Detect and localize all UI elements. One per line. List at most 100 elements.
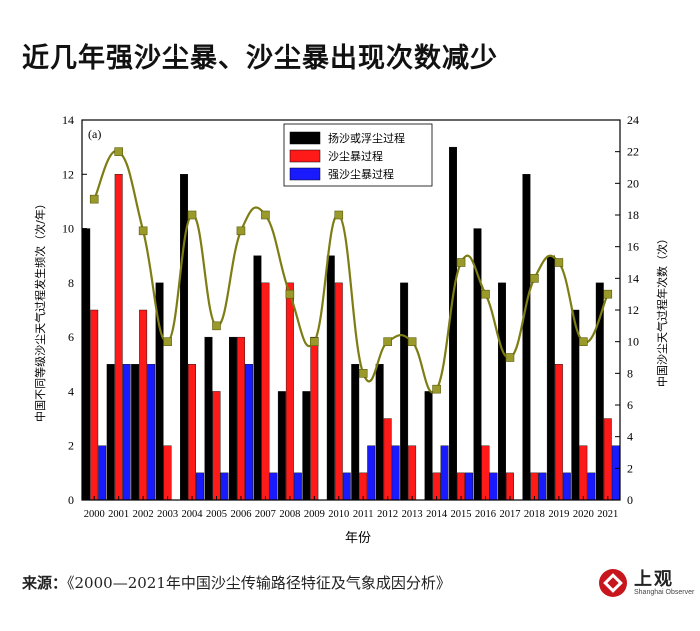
bar-2006-s2 xyxy=(245,364,253,501)
x-tick-label-2019: 2019 xyxy=(548,509,569,520)
bar-2001-s0 xyxy=(106,364,115,501)
bar-2005-s0 xyxy=(204,336,213,501)
headline: 近几年强沙尘暴、沙尘暴出现次数减少 xyxy=(22,43,498,74)
bar-2007-s1 xyxy=(261,282,270,501)
legend-swatch-1 xyxy=(289,149,321,163)
line-point-2019 xyxy=(554,258,564,267)
logo-icon xyxy=(599,569,627,597)
bar-2018-s0 xyxy=(522,174,531,501)
source-label: 来源： xyxy=(22,574,68,592)
y-axis-left-label: 中国不同等级沙尘天气过程发生频次（次/年） xyxy=(33,198,47,422)
bar-2001-s2 xyxy=(122,364,131,501)
x-tick-label-2017: 2017 xyxy=(499,509,520,520)
logo-name: 上观 xyxy=(634,569,674,590)
bar-2011-s0 xyxy=(351,364,360,501)
bar-2020-s2 xyxy=(587,472,596,501)
y-left-tick-label: 2 xyxy=(68,439,74,453)
x-tick-label-2002: 2002 xyxy=(133,509,154,520)
bar-2010-s1 xyxy=(334,282,343,501)
x-tick-label-2004: 2004 xyxy=(182,509,204,520)
line-point-2018 xyxy=(530,274,539,283)
bar-2000-s1 xyxy=(90,309,99,501)
bar-2015-s1 xyxy=(457,472,465,501)
bar-2021-s1 xyxy=(603,418,612,501)
y-right-tick-label: 12 xyxy=(627,303,639,317)
line-point-2007 xyxy=(261,210,270,220)
bar-2004-s1 xyxy=(188,364,196,501)
x-tick-label-2012: 2012 xyxy=(377,509,398,520)
x-tick-label-2020: 2020 xyxy=(573,509,594,520)
x-tick-label-2018: 2018 xyxy=(524,509,545,520)
x-tick-label-2000: 2000 xyxy=(84,509,105,520)
line-point-2002 xyxy=(138,226,148,236)
source-text: 《2000—2021年中国沙尘传输路径特征及气象成因分析》 xyxy=(67,574,451,592)
bar-2019-s0 xyxy=(546,255,555,501)
bar-2002-s1 xyxy=(139,309,148,501)
bar-2015-s0 xyxy=(449,146,457,501)
logo: 上观 Shanghai Observer xyxy=(598,565,694,605)
bar-2004-s2 xyxy=(196,472,204,501)
line-series xyxy=(93,150,609,394)
bar-2012-s2 xyxy=(391,445,400,501)
bar-2013-s1 xyxy=(408,445,417,501)
bar-2018-s2 xyxy=(538,472,547,501)
y-right-tick-label: 6 xyxy=(627,398,633,412)
y-left-tick-label: 12 xyxy=(62,167,74,181)
bar-2014-s0 xyxy=(424,391,433,501)
x-tick-label-2003: 2003 xyxy=(157,509,178,520)
bar-2002-s2 xyxy=(147,364,156,501)
bar-2012-s1 xyxy=(383,418,392,501)
bar-2013-s0 xyxy=(400,282,409,501)
y-right-tick-label: 2 xyxy=(627,461,633,475)
line-point-2020 xyxy=(579,337,588,346)
y-right-tick-label: 24 xyxy=(627,113,639,127)
bar-2000-s0 xyxy=(82,228,91,501)
line-point-2004 xyxy=(187,210,197,220)
bar-2016-s1 xyxy=(481,445,490,501)
x-tick-label-2014: 2014 xyxy=(426,509,448,520)
bar-2017-s0 xyxy=(498,282,506,501)
y-left-tick-label: 10 xyxy=(62,222,74,236)
y-left-tick-label: 14 xyxy=(62,113,74,127)
line-point-2015 xyxy=(456,258,466,267)
x-tick-label-2006: 2006 xyxy=(230,509,251,520)
bar-2019-s1 xyxy=(554,364,563,501)
bar-2006-s1 xyxy=(237,336,245,501)
line-point-2014 xyxy=(432,384,441,394)
bar-2019-s2 xyxy=(562,472,571,501)
x-tick-label-2013: 2013 xyxy=(402,509,423,520)
line-point-2000 xyxy=(89,194,99,204)
bar-2004-s0 xyxy=(180,174,188,501)
bar-2021-s2 xyxy=(611,445,620,501)
y-axis-right-label: 中国沙尘天气过程年次数（次） xyxy=(655,233,669,387)
bar-2012-s0 xyxy=(375,364,384,501)
x-tick-label-2001: 2001 xyxy=(108,509,129,520)
y-left-tick-label: 6 xyxy=(68,330,74,344)
source-line: 来源：《2000—2021年中国沙尘传输路径特征及气象成因分析》 xyxy=(22,572,451,593)
bar-2014-s2 xyxy=(440,445,449,501)
bar-2003-s1 xyxy=(163,445,172,501)
line-point-2009 xyxy=(310,337,319,346)
bar-2009-s1 xyxy=(310,336,319,501)
y-right-tick-label: 0 xyxy=(627,493,633,507)
line-point-2006 xyxy=(236,226,246,236)
bar-2000-s2 xyxy=(98,445,107,501)
legend-label-2: 强沙尘暴过程 xyxy=(328,168,394,181)
bar-2009-s0 xyxy=(302,391,311,501)
line-point-2017 xyxy=(505,353,515,362)
y-right-tick-label: 8 xyxy=(627,366,633,380)
x-tick-label-2015: 2015 xyxy=(451,509,472,520)
x-tick-label-2011: 2011 xyxy=(353,509,374,520)
bar-2016-s2 xyxy=(489,472,498,501)
line-point-2021 xyxy=(603,289,613,299)
y-left-tick-label: 4 xyxy=(68,384,74,398)
legend-label-0: 扬沙或浮尘过程 xyxy=(328,131,405,145)
y-right-tick-label: 18 xyxy=(627,208,639,222)
line-point-2011 xyxy=(358,369,368,378)
y-right-tick-label: 14 xyxy=(627,271,639,285)
line-point-2012 xyxy=(383,337,392,346)
bar-2010-s0 xyxy=(326,255,335,501)
bar-2008-s0 xyxy=(277,391,286,501)
y-left-tick-label: 0 xyxy=(68,493,74,507)
